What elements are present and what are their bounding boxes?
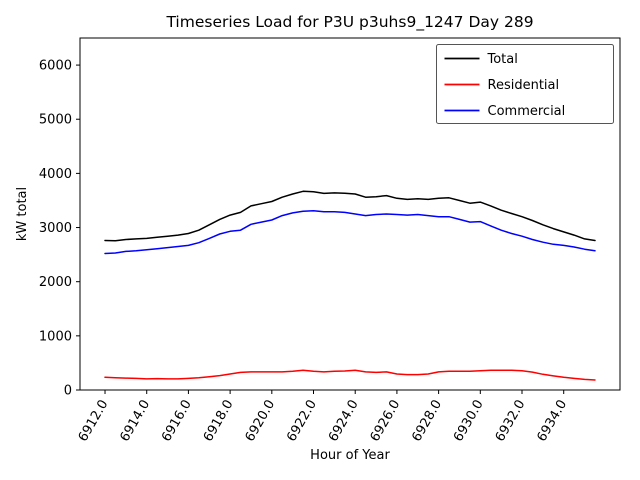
x-tick-label: 6916.0: [159, 398, 195, 445]
y-tick-label: 1000: [39, 329, 72, 344]
y-tick-label: 6000: [39, 59, 72, 74]
legend-label-total: Total: [487, 52, 518, 67]
series-line-residential: [104, 369, 596, 381]
x-axis-label: Hour of Year: [310, 448, 390, 463]
axes-frame: [79, 37, 621, 391]
y-tick-label: 2000: [39, 275, 72, 290]
y-tick-label: 4000: [39, 167, 72, 182]
x-tick-label: 6918.0: [201, 398, 237, 445]
x-tick-label: 6924.0: [326, 398, 362, 445]
x-tick-label: 6914.0: [117, 398, 153, 445]
x-tick-label: 6920.0: [243, 398, 279, 445]
series-line-commercial: [104, 210, 596, 255]
x-tick-label: 6922.0: [284, 398, 320, 445]
y-axis-label: kW total: [15, 187, 30, 241]
series-layer: [104, 190, 596, 381]
y-tick-label: 5000: [39, 113, 72, 128]
y-tick-label: 0: [64, 384, 72, 399]
legend: Total Residential Commercial: [436, 44, 614, 124]
legend-label-residential: Residential: [488, 78, 560, 93]
x-tick-label: 6930.0: [451, 397, 487, 444]
x-tick-label: 6928.0: [409, 398, 445, 445]
legend-frame: [436, 44, 614, 124]
series-line-total: [104, 190, 596, 242]
x-tick-label: 6926.0: [368, 398, 404, 445]
x-tick-label: 6912.0: [76, 398, 112, 445]
chart-title: Timeseries Load for P3U p3uhs9_1247 Day …: [165, 13, 533, 32]
legend-label-commercial: Commercial: [488, 104, 566, 119]
x-tick-label: 6932.0: [493, 398, 529, 445]
y-tick-label: 3000: [39, 221, 72, 236]
x-tick-label: 6934.0: [534, 398, 570, 445]
